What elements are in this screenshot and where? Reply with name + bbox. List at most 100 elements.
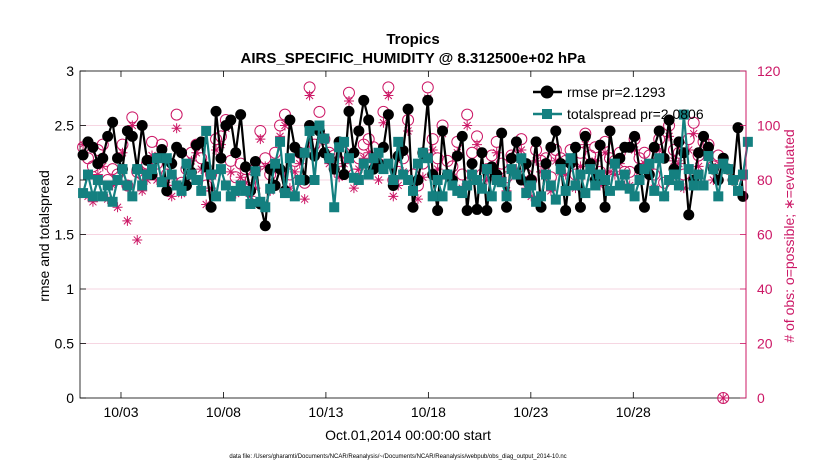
totalspread-point xyxy=(215,164,226,175)
totalspread-point xyxy=(412,158,423,169)
x-tick-label: 10/08 xyxy=(206,404,241,420)
obs-evaluated-point xyxy=(427,145,438,156)
totalspread-point xyxy=(437,191,448,202)
obs-evaluated-point xyxy=(412,194,423,205)
rmse-point xyxy=(230,147,242,159)
totalspread-point xyxy=(728,175,739,185)
totalspread-point xyxy=(486,191,497,202)
obs-evaluated-point xyxy=(432,164,443,175)
obs-evaluated-point xyxy=(255,134,266,145)
obs-evaluated-point xyxy=(112,202,123,213)
obs-possible-point xyxy=(421,81,434,94)
totalspread-point xyxy=(270,158,281,169)
totalspread-point xyxy=(516,153,527,164)
obs-evaluated-point xyxy=(363,147,374,158)
obs-evaluated-point xyxy=(560,169,571,180)
y-tick-label: 0 xyxy=(66,390,74,406)
totalspread-point xyxy=(250,166,261,177)
obs-evaluated-point xyxy=(78,139,89,150)
rmse-point xyxy=(112,152,124,164)
totalspread-point xyxy=(536,191,547,202)
obs-possible-point xyxy=(426,133,439,146)
obs-evaluated-point xyxy=(215,139,226,150)
totalspread-point xyxy=(137,180,148,191)
obs-evaluated-point xyxy=(718,393,729,403)
totalspread-point xyxy=(304,125,315,136)
rmse-point xyxy=(432,205,444,217)
totalspread-point xyxy=(102,180,113,191)
totalspread-point xyxy=(403,175,414,185)
totalspread-point xyxy=(275,136,286,147)
totalspread-point xyxy=(698,180,709,191)
rmse-point xyxy=(471,203,483,215)
totalspread-point xyxy=(678,109,689,120)
rmse-point xyxy=(141,154,153,166)
y-tick-label: 3 xyxy=(66,63,74,79)
obs-evaluated-point xyxy=(279,120,290,131)
totalspread-point xyxy=(742,136,753,147)
rmse-point xyxy=(624,141,636,153)
rmse-point xyxy=(560,205,572,217)
rmse-point xyxy=(205,201,217,213)
obs-evaluated-point xyxy=(304,90,315,101)
totalspread-point xyxy=(506,164,517,175)
rmse-point xyxy=(343,105,355,117)
rmse-point xyxy=(176,147,188,159)
totalspread-point xyxy=(664,175,675,185)
totalspread-point xyxy=(639,164,650,175)
totalspread-point xyxy=(501,191,512,202)
obs-evaluated-point xyxy=(388,191,399,202)
rmse-point xyxy=(358,94,370,106)
obs-evaluated-point xyxy=(378,117,389,128)
totalspread-point xyxy=(619,169,630,180)
rmse-point xyxy=(437,125,449,137)
totalspread-point xyxy=(142,169,153,180)
y2-tick-label: 120 xyxy=(757,63,781,79)
totalspread-point xyxy=(166,169,177,180)
rmse-point xyxy=(570,141,582,153)
y2-tick-label: 80 xyxy=(757,172,773,188)
obs-evaluated-point xyxy=(166,191,177,202)
totalspread-point xyxy=(550,194,561,205)
obs-evaluated-point xyxy=(373,175,384,185)
obs-evaluated-point xyxy=(289,166,300,177)
totalspread-point xyxy=(339,136,350,147)
rmse-point xyxy=(461,205,473,217)
rmse-point xyxy=(732,122,744,134)
rmse-point xyxy=(653,125,665,137)
totalspread-point xyxy=(265,183,276,194)
rmse-point xyxy=(338,169,350,181)
rmse-point xyxy=(574,201,586,213)
totalspread-point xyxy=(309,175,320,185)
obs-evaluated-point xyxy=(693,161,704,172)
totalspread-point xyxy=(78,188,89,199)
totalspread-point xyxy=(624,183,635,194)
totalspread-point xyxy=(693,169,704,180)
rmse-point xyxy=(210,105,222,117)
totalspread-point xyxy=(457,188,468,199)
x-tick-label: 10/18 xyxy=(411,404,446,420)
rmse-point xyxy=(456,130,468,142)
obs-evaluated-point xyxy=(472,139,483,150)
obs-evaluated-point xyxy=(275,131,286,142)
rmse-point xyxy=(604,125,616,137)
obs-evaluated-point xyxy=(417,172,428,183)
rmse-point xyxy=(693,147,705,159)
rmse-point xyxy=(97,152,109,164)
rmse-point xyxy=(496,127,508,139)
obs-evaluated-point xyxy=(358,153,369,164)
rmse-point xyxy=(594,139,606,151)
rmse-point xyxy=(501,201,513,213)
obs-evaluated-point xyxy=(481,175,492,185)
rmse-point xyxy=(579,130,591,142)
totalspread-point xyxy=(737,169,748,180)
obs-evaluated-point xyxy=(132,234,143,245)
totalspread-point xyxy=(378,164,389,175)
obs-evaluated-point xyxy=(491,147,502,158)
rmse-point xyxy=(540,158,552,170)
totalspread-point xyxy=(284,153,295,164)
rmse-point xyxy=(638,201,650,213)
rmse-point xyxy=(407,201,419,213)
obs-possible-point xyxy=(121,179,134,192)
rmse-point xyxy=(259,220,271,232)
